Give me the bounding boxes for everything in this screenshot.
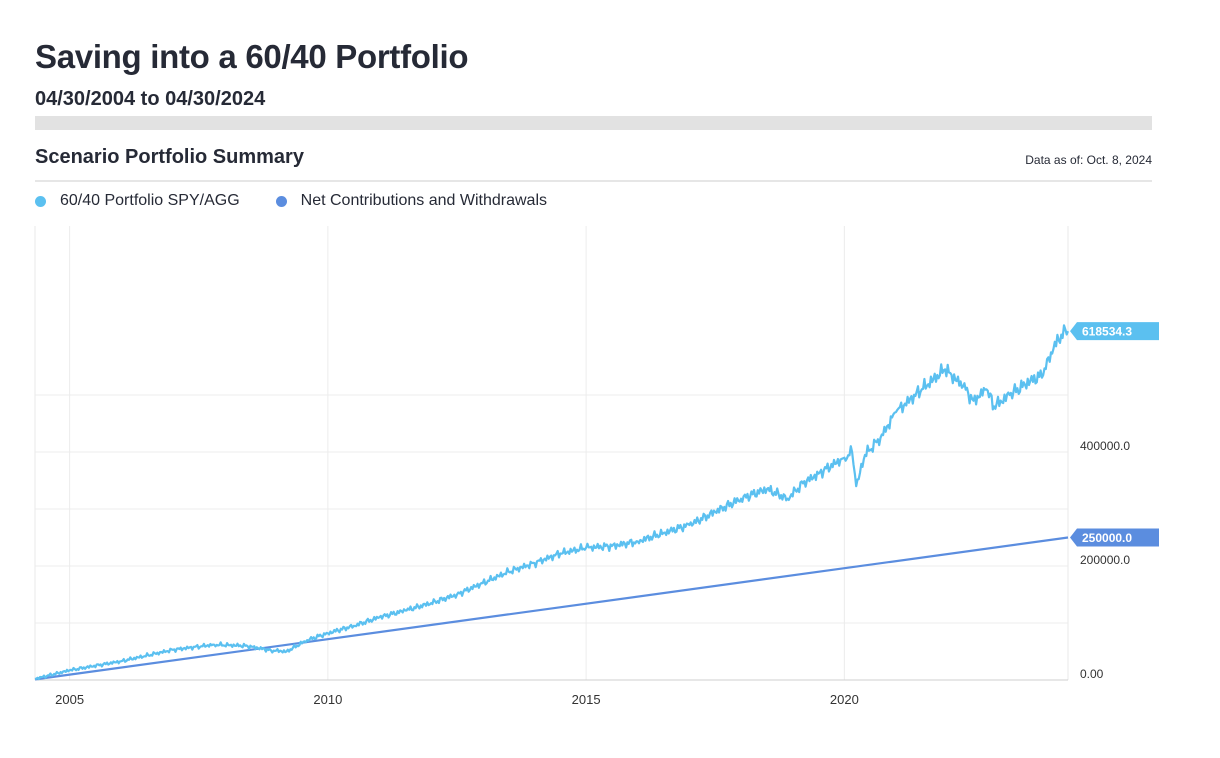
portfolio-end-label: 618534.3 <box>1082 325 1132 339</box>
date-range-subtitle: 04/30/2004 to 04/30/2024 <box>35 88 266 110</box>
y-tick-label: 0.00 <box>1080 667 1104 681</box>
legend-dot-portfolio-icon <box>35 195 46 207</box>
x-tick-label: 2005 <box>55 692 84 707</box>
page-title: Saving into a 60/40 Portfolio <box>35 38 469 75</box>
legend-dot-contributions-icon <box>275 195 287 207</box>
chart-legend: 60/40 Portfolio SPY/AGG Net Contribution… <box>35 192 583 210</box>
data-as-of-label: Data as of: Oct. 8, 2024 <box>1025 153 1152 167</box>
portfolio-series-line <box>34 324 1070 681</box>
legend-label-contributions: Net Contributions and Withdrawals <box>300 192 547 209</box>
x-tick-label: 2010 <box>313 692 342 707</box>
header-divider-bar <box>35 116 1152 130</box>
y-tick-label: 200000.0 <box>1080 553 1130 567</box>
y-tick-label: 400000.0 <box>1080 439 1130 453</box>
legend-item-portfolio[interactable]: 60/40 Portfolio SPY/AGG <box>35 192 240 210</box>
legend-label-portfolio: 60/40 Portfolio SPY/AGG <box>60 192 240 209</box>
contributions-end-flag <box>1070 528 1159 547</box>
contributions-series-line <box>34 536 1069 681</box>
section-title: Scenario Portfolio Summary <box>35 146 304 168</box>
legend-item-contributions[interactable]: Net Contributions and Withdrawals <box>275 192 547 210</box>
x-tick-label: 2015 <box>572 692 601 707</box>
x-tick-label: 2020 <box>830 692 859 707</box>
portfolio-end-flag <box>1070 322 1159 341</box>
section-rule <box>35 180 1152 182</box>
contributions-end-label: 250000.0 <box>1082 531 1132 545</box>
